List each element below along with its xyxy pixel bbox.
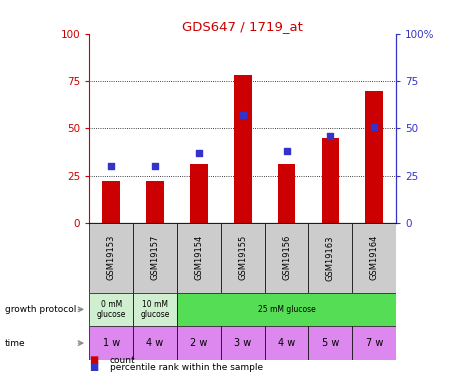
Text: 5 w: 5 w: [322, 338, 339, 348]
Bar: [352, 326, 396, 360]
Text: ■: ■: [89, 362, 98, 372]
Bar: [352, 223, 396, 292]
Point: [327, 133, 334, 139]
Text: 3 w: 3 w: [234, 338, 251, 348]
Point: [152, 164, 159, 170]
Text: 4 w: 4 w: [147, 338, 164, 348]
Point: [283, 148, 290, 154]
Bar: [278, 164, 295, 223]
Text: 2 w: 2 w: [190, 338, 207, 348]
Bar: [89, 292, 133, 326]
Bar: [265, 326, 309, 360]
Bar: [177, 326, 221, 360]
Bar: [89, 326, 133, 360]
Text: GSM19156: GSM19156: [282, 235, 291, 280]
Text: GSM19164: GSM19164: [370, 235, 379, 280]
Text: GSM19157: GSM19157: [151, 235, 159, 280]
Text: GSM19153: GSM19153: [107, 235, 116, 280]
Bar: [133, 326, 177, 360]
Point: [239, 112, 246, 118]
Bar: [177, 223, 221, 292]
Text: 1 w: 1 w: [103, 338, 120, 348]
Title: GDS647 / 1719_at: GDS647 / 1719_at: [182, 20, 303, 33]
Bar: [365, 91, 383, 223]
Text: GSM19163: GSM19163: [326, 235, 335, 280]
Bar: [133, 223, 177, 292]
Bar: [177, 292, 396, 326]
Bar: [265, 223, 309, 292]
Point: [195, 150, 202, 156]
Bar: [103, 182, 120, 223]
Bar: [146, 182, 164, 223]
Text: GSM19155: GSM19155: [238, 235, 247, 280]
Text: GSM19154: GSM19154: [194, 235, 203, 280]
Point: [108, 164, 115, 170]
Text: percentile rank within the sample: percentile rank within the sample: [110, 363, 263, 372]
Text: 10 mM
glucose: 10 mM glucose: [141, 300, 170, 319]
Point: [371, 123, 378, 129]
Bar: [190, 164, 207, 223]
Bar: [234, 75, 251, 223]
Text: 4 w: 4 w: [278, 338, 295, 348]
Text: 7 w: 7 w: [365, 338, 383, 348]
Bar: [221, 223, 265, 292]
Text: time: time: [5, 339, 25, 348]
Bar: [309, 326, 352, 360]
Bar: [133, 292, 177, 326]
Text: growth protocol: growth protocol: [5, 305, 76, 314]
Bar: [89, 223, 133, 292]
Text: 0 mM
glucose: 0 mM glucose: [97, 300, 126, 319]
Bar: [322, 138, 339, 223]
Bar: [309, 223, 352, 292]
Text: 25 mM glucose: 25 mM glucose: [258, 305, 316, 314]
Text: ■: ■: [89, 355, 98, 365]
Text: count: count: [110, 356, 136, 365]
Bar: [221, 326, 265, 360]
